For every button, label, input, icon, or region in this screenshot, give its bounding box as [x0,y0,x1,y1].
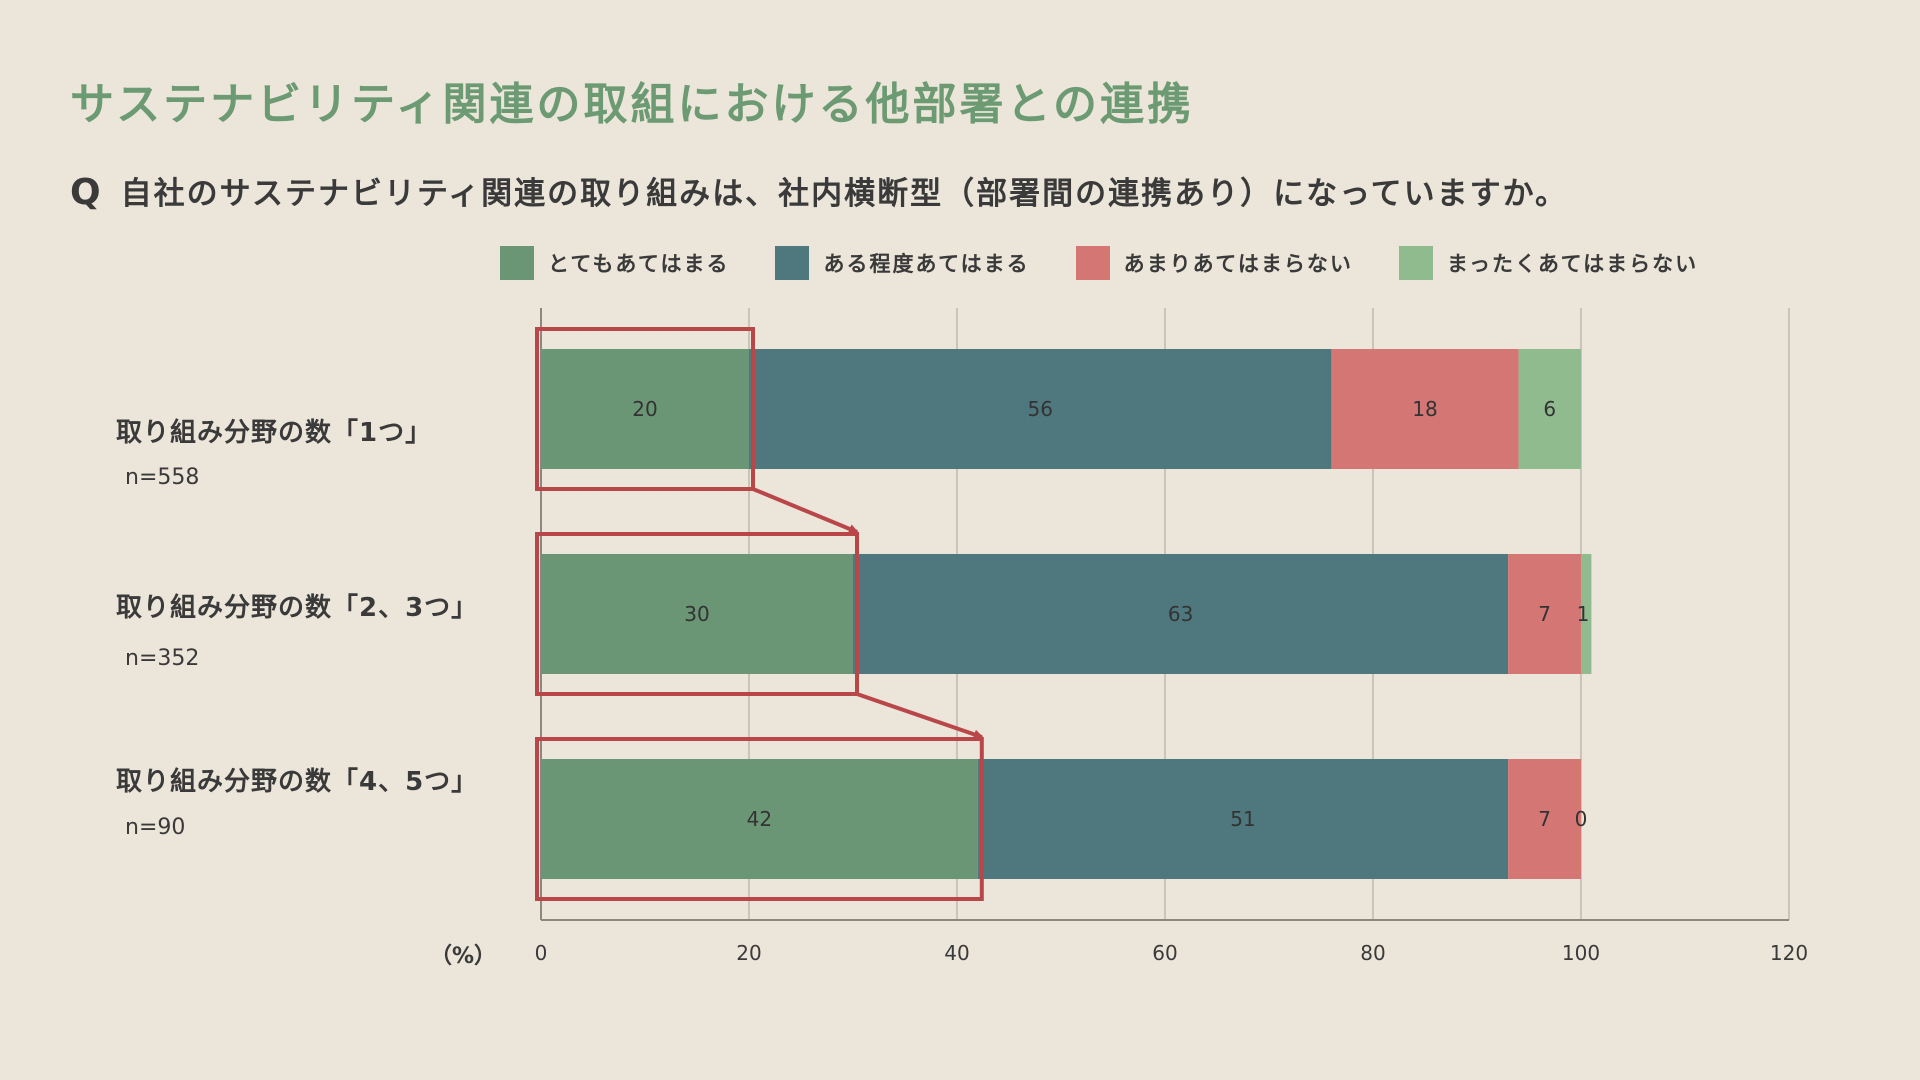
data-label-row1-series3: 18 [1412,397,1437,421]
x-tick-label-20: 20 [736,941,761,965]
bar-row2-series1 [541,554,853,674]
highlight-arrow-1 [752,487,859,534]
page-title: サステナビリティ関連の取組における他部署との連携 [70,79,1195,130]
x-axis-unit-label: （%） [430,944,497,969]
bar-row1-series4 [1518,349,1581,469]
data-label-row2-series2: 63 [1168,602,1193,626]
x-tick-label-60: 60 [1152,941,1177,965]
row-label-1: 取り組み分野の数「1つ」 [116,418,433,448]
bar-row1-series3 [1331,349,1519,469]
question-text: Q 自社のサステナビリティ関連の取り組みは、社内横断型（部署間の連携あり）になって… [70,168,1568,213]
data-label-row1-series1: 20 [632,397,657,421]
legend-item-not-at-all: まったくあてはまらない [1398,246,1699,280]
bar-row3-series2 [977,759,1509,879]
legend-item-somewhat: ある程度あてはまる [775,246,1029,280]
data-label-row3-series2: 51 [1230,807,1255,831]
data-label-row3-series1: 42 [747,807,772,831]
data-label-row1-series4: 6 [1543,397,1556,421]
x-tick-label-120: 120 [1770,941,1808,965]
legend-swatch-very [500,246,534,280]
data-label-row2-series4: 1 [1577,602,1590,626]
bar-row2-series2 [853,554,1509,674]
row-n-3: n=90 [125,815,186,840]
question-mark: Q [70,172,103,213]
bar-row3-series1 [541,759,978,879]
legend-item-very: とてもあてはまる [500,246,729,280]
data-label-row2-series1: 30 [684,602,709,626]
highlight-box-row2 [535,532,859,696]
data-label-row1-series2: 56 [1027,397,1052,421]
legend-label-not-at-all: まったくあてはまらない [1446,252,1699,276]
data-label-row3-series4: 0 [1575,807,1588,831]
bar-row2-series3 [1508,554,1581,674]
legend-swatch-not-at-all [1398,246,1433,280]
legend-label-very: とてもあてはまる [548,252,730,276]
bar-row1-series2 [749,349,1332,469]
row-n-2: n=352 [125,646,200,671]
legend-item-not-much: あまりあてはまらない [1075,246,1353,280]
x-tick-label-0: 0 [535,941,548,965]
x-tick-label-100: 100 [1562,941,1600,965]
highlight-box-row1 [535,327,755,491]
legend-label-not-much: あまりあてはまらない [1123,252,1353,276]
question-body: 自社のサステナビリティ関連の取り組みは、社内横断型（部署間の連携あり）になってい… [120,176,1568,212]
row-n-1: n=558 [125,465,200,490]
highlight-box-row3 [535,737,984,901]
x-tick-label-40: 40 [944,941,969,965]
data-label-row2-series3: 7 [1538,602,1551,626]
bar-row2-series4 [1581,554,1592,674]
legend-swatch-somewhat [775,246,810,280]
legend-label-somewhat: ある程度あてはまる [823,252,1030,276]
bar-row1-series1 [541,349,749,469]
row-label-2: 取り組み分野の数「2、3つ」 [116,593,479,623]
row-label-3: 取り組み分野の数「4、5つ」 [116,767,479,797]
chart-legend: とてもあてはまる ある程度あてはまる あまりあてはまらない まったくあてはまらな… [500,246,1744,280]
bar-row3-series3 [1508,759,1581,879]
x-tick-label-80: 80 [1360,941,1385,965]
data-label-row3-series3: 7 [1538,807,1551,831]
highlight-arrow-2 [856,692,984,740]
legend-swatch-not-much [1075,246,1110,280]
